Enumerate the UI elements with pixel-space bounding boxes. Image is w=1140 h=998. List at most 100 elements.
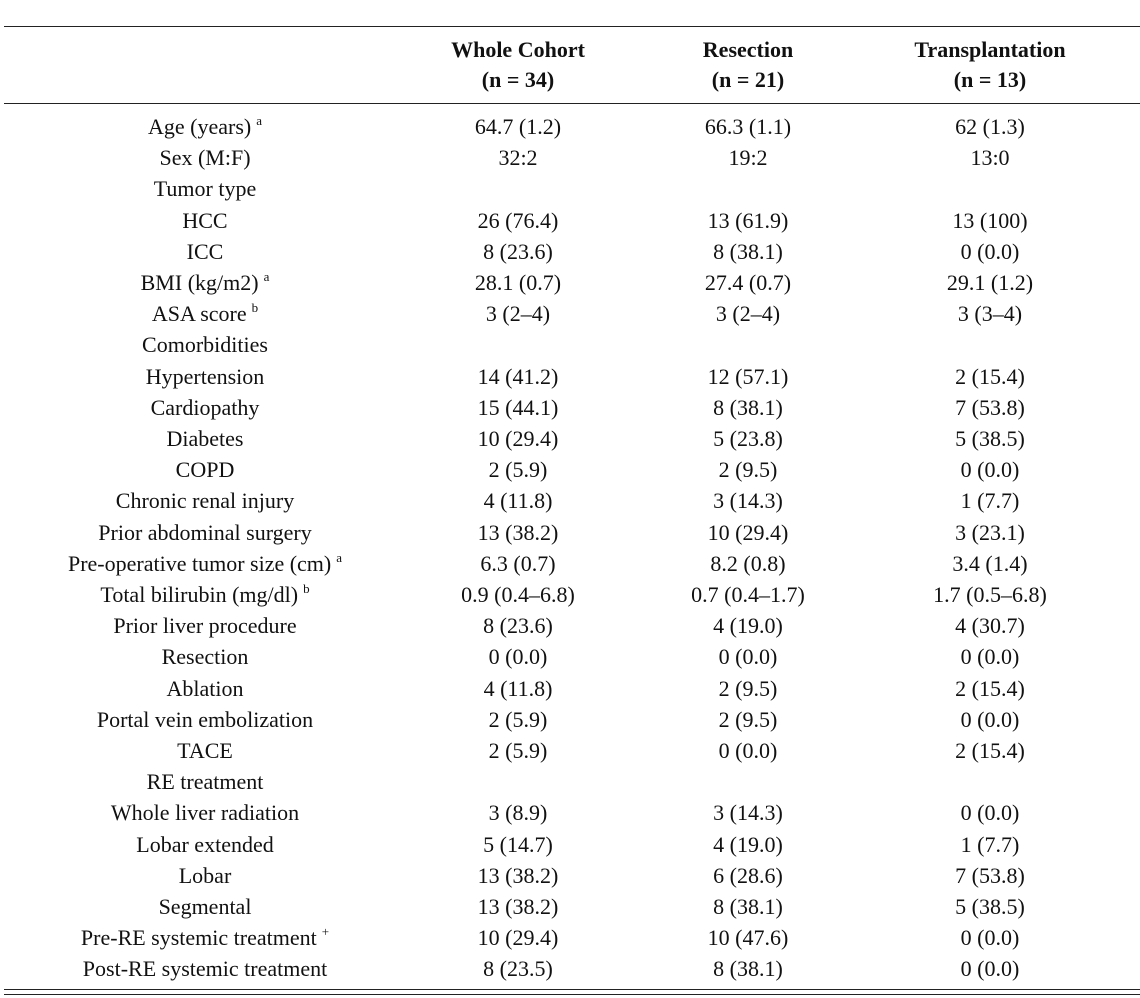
cell-value: 4 (19.0) [713,613,783,639]
cell-value: 8 (38.1) [713,238,783,264]
cell-value: 26 (76.4) [477,207,559,233]
column-title: Resection [702,37,794,62]
row-label-text: Hypertension [145,363,265,389]
cell-value: 13 (38.2) [477,519,559,545]
cell-value: 3 (2–4) [485,301,551,327]
row-label: RE treatment [147,769,264,795]
footnote-mark: + [321,924,330,940]
cell-value: 4 (19.0) [713,831,783,857]
cell-value: 8 (38.1) [713,956,783,982]
row-label: Tumor type [154,176,256,202]
row-label-text: Total bilirubin (mg/dl) [100,582,299,607]
cell-value: 2 (9.5) [718,675,778,701]
bottom-rule [4,989,1140,990]
cell-value: 0 (0.0) [960,238,1020,264]
cell-value: 3 (14.3) [713,488,783,514]
cell-value: 3.4 (1.4) [952,550,1028,576]
row-label: Prior abdominal surgery [98,520,311,546]
cell-value: 8 (23.6) [483,238,553,264]
cell-value: 5 (14.7) [483,831,553,857]
cell-value: 6 (28.6) [713,862,783,888]
row-label: Age (years) a [148,114,262,140]
cell-value: 10 (29.4) [707,519,789,545]
row-label: Ablation [167,676,244,702]
cell-value: 13 (61.9) [707,207,789,233]
cell-value: 6.3 (0.7) [480,550,556,576]
row-label-text: Ablation [166,675,244,701]
row-label-text: Pre-RE systemic treatment [80,925,317,951]
cell-value: 19:2 [728,145,768,171]
row-label-text: ICC [186,238,224,264]
cell-value: 3 (3–4) [957,301,1023,327]
row-label-text: Lobar [178,862,232,888]
cell-value: 1.7 (0.5–6.8) [933,582,1047,607]
cell-value: 1 (7.7) [960,831,1020,857]
cell-value: 4 (30.7) [955,613,1025,639]
cell-value: 5 (23.8) [713,426,783,451]
cell-value: 10 (29.4) [477,426,559,451]
cell-value: 27.4 (0.7) [704,270,792,295]
row-label: Diabetes [167,426,244,452]
cell-value: 3 (2–4) [715,301,781,327]
cell-value: 5 (38.5) [955,894,1025,919]
row-label: Hypertension [146,364,265,390]
cell-value: 28.1 (0.7) [474,270,562,295]
row-label-text: ASA score [151,301,247,327]
cell-value: 7 (53.8) [955,862,1025,888]
row-label-text: Portal vein embolization [96,706,314,732]
cell-value: 0 (0.0) [960,457,1020,483]
cell-value: 64.7 (1.2) [474,114,562,139]
cell-value: 4 (11.8) [483,488,553,514]
row-label-text: Whole liver radiation [110,800,300,826]
row-label-text: Segmental [158,894,252,919]
row-label: Sex (M:F) [159,145,250,171]
row-label: Cardiopathy [151,395,260,421]
cell-value: 0 (0.0) [488,644,548,670]
cell-value: 13 (38.2) [477,894,559,919]
cell-value: 10 (47.6) [707,925,789,951]
row-label-text: Cardiopathy [150,394,260,420]
row-label: Chronic renal injury [116,488,294,514]
cell-value: 13 (38.2) [477,862,559,888]
footnote-mark: a [256,113,263,128]
cell-value: 0 (0.0) [960,925,1020,951]
cell-value: 2 (5.9) [488,706,548,732]
cell-value: 0 (0.0) [960,800,1020,826]
row-label: Comorbidities [142,332,268,358]
row-label-text: Pre-operative tumor size (cm) [67,550,332,576]
row-label-text: Post-RE systemic treatment [82,956,328,982]
cell-value: 2 (5.9) [488,738,548,763]
cell-value: 3 (8.9) [488,800,548,826]
cell-value: 0 (0.0) [718,738,778,763]
cell-value: 2 (9.5) [718,457,778,483]
cell-value: 4 (11.8) [483,675,553,701]
cell-value: 29.1 (1.2) [946,270,1034,295]
cell-value: 0 (0.0) [718,644,778,670]
row-label: Prior liver procedure [113,613,296,639]
cell-value: 2 (15.4) [955,675,1025,701]
column-n: (n = 13) [953,67,1027,92]
cell-value: 15 (44.1) [477,394,559,420]
cell-value: 62 (1.3) [955,114,1025,139]
row-label-text: Lobar extended [136,831,274,857]
row-label-text: Diabetes [166,426,244,451]
row-label: Pre-RE systemic treatment + [81,925,329,951]
cell-value: 12 (57.1) [707,363,789,389]
row-label: Portal vein embolization [97,707,313,733]
column-n: (n = 21) [711,67,785,92]
cell-value: 1 (7.7) [960,488,1020,514]
column-title: Transplantation [914,37,1066,62]
row-label-text: Tumor type [153,176,257,202]
row-label-text: HCC [182,207,228,233]
row-label: Segmental [159,894,252,920]
row-label-text: Age (years) [147,114,252,139]
footnote-mark: b [251,300,259,316]
cell-value: 8 (38.1) [713,394,783,420]
row-label: Post-RE systemic treatment [83,956,327,982]
cell-value: 3 (23.1) [955,519,1025,545]
cell-value: 14 (41.2) [477,363,559,389]
cell-value: 0.9 (0.4–6.8) [461,582,575,607]
footnote-mark: a [336,549,343,565]
cell-value: 2 (15.4) [955,738,1025,763]
